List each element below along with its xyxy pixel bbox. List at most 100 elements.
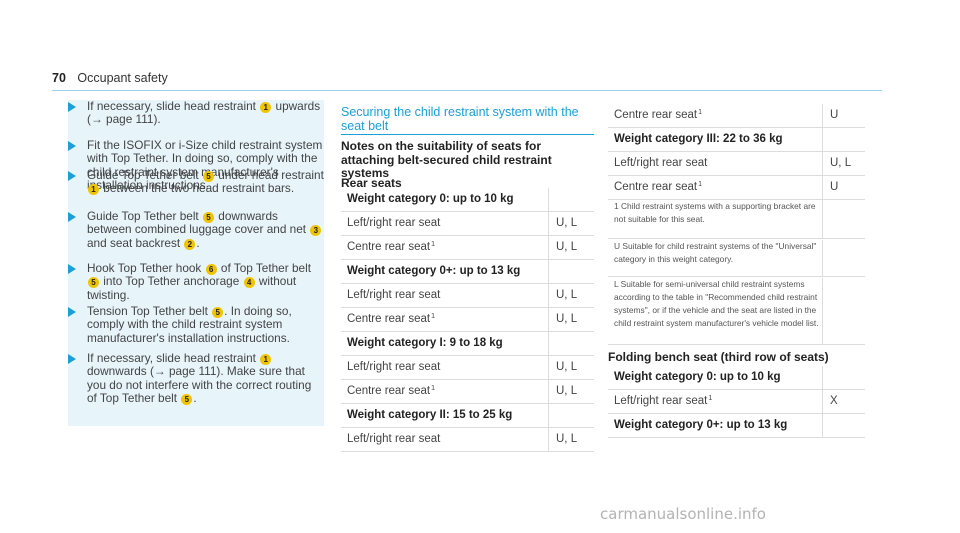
callout-number-badge: 1 [260,102,272,113]
step-text-segment: of Top Tether belt [217,261,311,275]
step-text: Tension Top Tether belt 5. In doing so, … [87,304,324,345]
weight-category-header: Weight category 0: up to 10 kg [341,188,594,212]
weight-category-header: Weight category 0+: up to 13 kg [341,260,594,284]
seat-label: Centre rear seat1 [347,313,436,325]
seat-label: Weight category 0+: up to 13 kg [614,419,788,431]
header-divider [52,90,882,91]
table-row: Left/right rear seat U, L [341,428,594,452]
callout-number-badge: 2 [184,238,196,250]
step-text-segment: without twisting. [87,274,297,302]
table-note: 1 Child restraint systems with a support… [614,200,819,226]
table-row: Centre rear seat1 U, L [341,236,594,260]
instruction-step: Hook Top Tether hook 6 of Top Tether bel… [68,261,324,302]
step-text-segment: . In doing so, comply with the child res… [87,304,292,345]
column-divider [822,104,823,127]
step-arrow-icon [68,141,76,151]
subsection-title: Notes on the suitability of seats for at… [341,139,552,180]
step-arrow-icon [68,354,76,364]
column-divider [548,380,549,403]
step-text-segment: Fit the ISOFIX or i-Size child restraint… [87,138,323,193]
seat-label: Weight category 0: up to 10 kg [614,371,781,383]
weight-category-header: Weight category 0+: up to 13 kg [608,414,865,438]
table-row: Left/right rear seat U, L [341,284,594,308]
table-row: Left/right rear seat1 X [608,390,865,414]
seat-label: Centre rear seat1 [347,241,436,253]
table-note: U Suitable for child restraint systems o… [614,240,819,266]
instruction-steps: If necessary, slide head restraint 1 upw… [68,99,324,426]
seat-label: Left/right rear seat [347,361,441,373]
column-divider [548,332,549,355]
seat-label: Centre rear seat1 [347,385,436,397]
note-line: not suitable for this seat. [614,214,705,224]
column-divider [548,356,549,379]
step-text-segment: under head restraint [215,168,324,182]
step-text-segment: . [193,391,197,406]
table-row: Centre rear seat1 U [608,176,865,200]
suitability-value: U [830,181,839,193]
seat-label: Centre rear seat1 [614,181,703,193]
seat-label: Weight category 0: up to 10 kg [347,193,514,205]
step-arrow-icon [68,307,76,317]
section-title: Securing the child restraint system with… [341,105,579,133]
page-header: 70 Occupant safety [52,71,168,85]
note-line: category in this weight category. [614,254,734,264]
callout-number-badge: 1 [260,354,272,365]
column-divider [548,212,549,235]
note-line: U Suitable for child restraint systems o… [614,241,817,251]
page-number: 70 [52,71,66,85]
callout-number-badge: 4 [243,277,255,289]
seat-label: Left/right rear seat [347,217,441,229]
step-text-segment: into Top Tether anchorage [100,274,243,289]
seat-label: Weight category 0+: up to 13 kg [347,265,521,277]
step-text: If necessary, slide head restraint 1 upw… [87,99,324,127]
suitability-value: U, L [830,157,852,169]
rear-seats-title: Rear seats [341,176,402,190]
seat-label: Left/right rear seat [347,289,441,301]
folding-bench-title: Folding bench seat (third row of seats) [608,350,829,364]
step-arrow-icon [68,171,76,181]
callout-number-badge: 6 [205,264,217,275]
rear-seats-table: Weight category 0: up to 10 kg Left/right… [341,188,594,452]
step-text: Fit the ISOFIX or i-Size child restraint… [87,138,324,193]
step-text-segment: Hook Top Tether hook [87,261,205,275]
suitability-value: U, L [556,313,578,325]
table-row: Centre rear seat1 U [608,104,865,128]
instruction-step: Guide Top Tether belt 5 downwards betwee… [68,209,324,250]
callout-number-badge: 3 [310,225,322,237]
seat-label: Weight category I: 9 to 18 kg [347,337,503,349]
instruction-step: Fit the ISOFIX or i-Size child restraint… [68,138,324,193]
callout-number-badge: 5 [203,212,214,223]
column-divider [548,284,549,307]
step-text-segment: downwards ( [87,364,154,379]
callout-number-badge: 1 [88,184,99,196]
callout-number-badge: 5 [212,307,224,318]
step-text-segment: and seat backrest [87,235,184,250]
section-divider [341,134,594,135]
instruction-step: If necessary, slide head restraint 1 dow… [68,351,324,406]
seat-label: Left/right rear seat [347,433,441,445]
note-divider [608,276,865,277]
callout-number-badge: 5 [181,394,193,406]
step-text-segment: → [153,364,166,379]
step-text-segment: page 111). [102,112,161,127]
step-text-segment: Tension Top Tether belt [87,304,212,318]
footnote-marker: 1 [431,313,436,320]
step-arrow-icon [68,264,76,274]
column-divider [548,188,549,211]
column-divider [822,366,823,389]
weight-category-table: Centre rear seat1 U Weight category III: 2… [608,104,865,200]
step-text: Hook Top Tether hook 6 of Top Tether bel… [87,261,324,302]
step-text-segment: downwards between combined luggage cover… [87,209,310,237]
column-divider [548,260,549,283]
seat-label: Left/right rear seat1 [614,395,713,407]
step-text-segment: Guide Top Tether belt [87,209,202,223]
seat-label: Left/right rear seat [614,157,708,169]
step-text-segment: If necessary, slide head restraint [87,99,260,113]
table-row: Left/right rear seat U, L [608,152,865,176]
column-divider [548,428,549,451]
suitability-value: U [830,109,839,121]
step-text: If necessary, slide head restraint 1 dow… [87,351,324,406]
instruction-step: If necessary, slide head restraint 1 upw… [68,99,324,127]
note-divider [608,238,865,239]
table-row: Centre rear seat1 U, L [341,380,594,404]
